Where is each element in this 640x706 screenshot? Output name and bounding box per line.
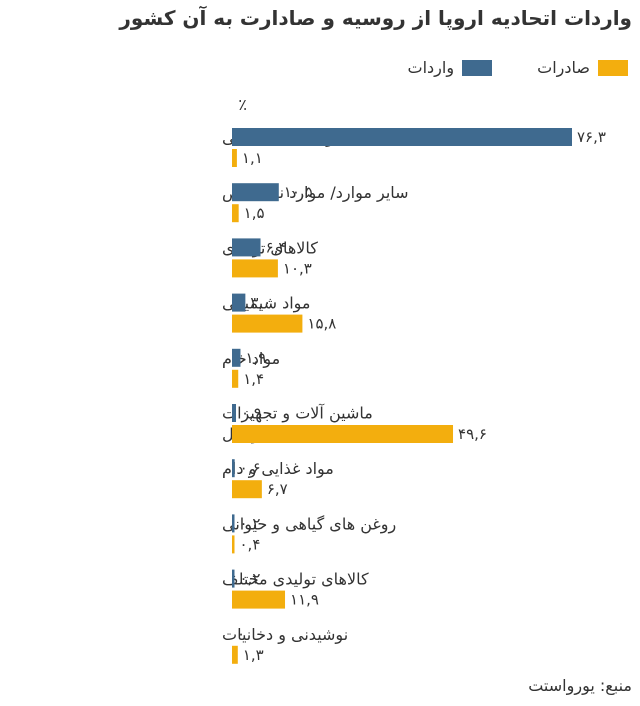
export-bar (232, 480, 262, 499)
export-value-label: ۱۱,۹ (290, 591, 319, 609)
legend-swatch-exports (598, 59, 628, 76)
export-value-label: ۱,۱ (242, 149, 263, 167)
import-bar (232, 238, 261, 257)
import-bar (232, 569, 235, 588)
category-group: سوخت های معدنی۷۶,۳۱,۱ (222, 128, 606, 167)
export-bar (232, 149, 237, 167)
import-value-label: ۷۶,۳ (577, 128, 606, 146)
import-bar (232, 404, 237, 422)
export-bar (232, 259, 278, 278)
import-bar (232, 459, 235, 478)
export-value-label: ۱,۴ (243, 370, 264, 388)
import-value-label: ۰,۲ (240, 514, 261, 532)
import-value-label: ۳,۰ (250, 294, 271, 312)
export-bar (232, 425, 454, 443)
source-note: منبع: یورواستت (528, 676, 632, 695)
category-label: ماشین آلات و تجهیزات (222, 404, 373, 424)
chart-title: واردات اتحادیه اروپا از روسیه و صادارت ب… (119, 6, 632, 30)
import-value-label: ۰,۲ (240, 570, 261, 588)
category-label: کالاهای تولیدی مختلف (222, 570, 369, 590)
import-value-label: ۱۰,۵ (284, 183, 313, 201)
import-value-label: ۱,۹ (245, 349, 266, 367)
export-value-label: ۴۹,۶ (458, 425, 487, 443)
export-value-label: ۱,۳ (243, 646, 264, 664)
legend-label-exports: صادرات (537, 58, 590, 77)
import-value-label: ۶,۴ (266, 238, 287, 256)
import-value-label: ۰,۶ (240, 459, 261, 477)
legend-swatch-imports (462, 59, 493, 76)
export-value-label: ۱۵,۸ (307, 315, 336, 333)
unit-label: ٪ (238, 95, 247, 114)
category-label: نوشیدنی و دخانیات (222, 625, 348, 645)
import-value-label: ۰,۹ (241, 404, 262, 422)
import-value-label: ۰ (237, 625, 245, 643)
category-group: ماشین آلات و تجهیزاتحمل و نقل۰,۹۴۹,۶ (222, 404, 487, 445)
category-label: روغن های گیاهی و حیوانی (222, 514, 396, 534)
category-label: مواد غذایی و دام (222, 459, 334, 479)
import-bar (232, 128, 572, 146)
export-bar (232, 369, 239, 388)
legend: صادرات واردات (408, 58, 628, 80)
import-bar (232, 293, 246, 312)
import-bar (232, 348, 241, 367)
export-bar (232, 314, 303, 333)
export-value-label: ۶,۷ (267, 480, 288, 498)
export-bar (232, 590, 286, 609)
export-value-label: ۱,۵ (244, 204, 265, 222)
legend-item-imports: واردات (408, 58, 493, 77)
export-bar (232, 645, 238, 664)
import-bar (232, 183, 279, 202)
export-bar (232, 535, 235, 554)
export-value-label: ۰,۴ (240, 535, 261, 553)
legend-label-imports: واردات (407, 58, 455, 77)
export-value-label: ۱۰,۳ (283, 259, 312, 277)
import-bar (232, 514, 235, 533)
legend-item-exports: صادرات (537, 58, 628, 77)
export-bar (232, 204, 239, 223)
